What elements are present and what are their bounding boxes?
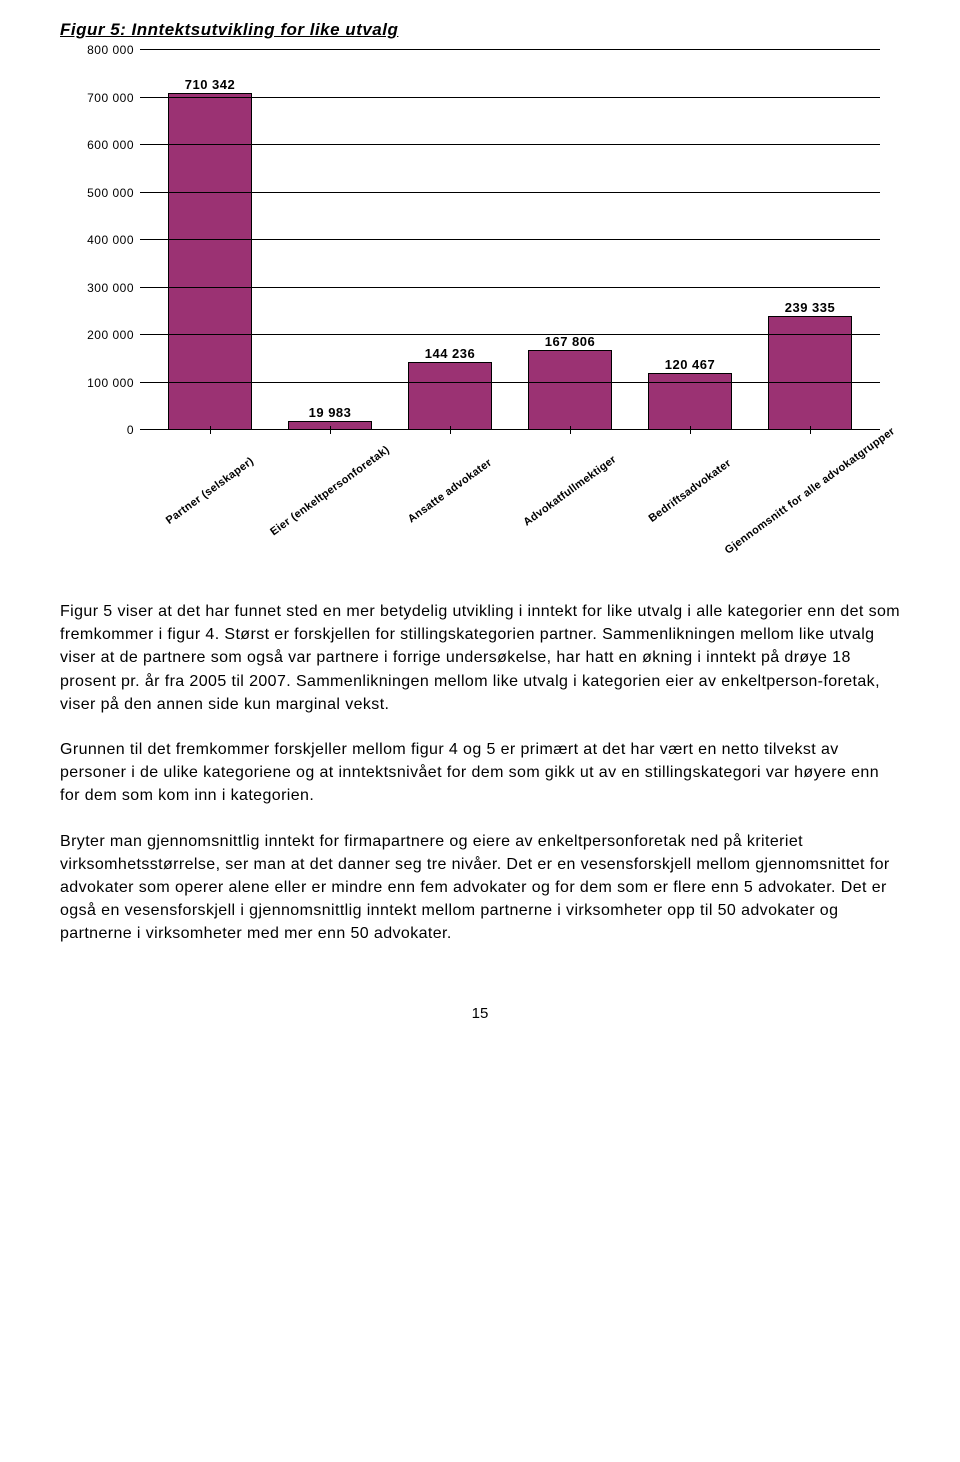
paragraph-1: Figur 5 viser at det har funnet sted en … [60,600,900,716]
bar-value-label: 19 983 [309,405,352,422]
x-axis-label: Advokatfullmektiger [521,453,618,528]
bar-slot: 19 983 [270,50,390,430]
gridline: 100 000 [140,382,880,383]
x-label-slot: Advokatfullmektiger [510,430,630,550]
paragraph-3: Bryter man gjennomsnittlig inntekt for f… [60,830,900,946]
plot-area: 710 342 19 983 144 236 167 806 120 467 239 33… [140,50,880,430]
chart-title: Figur 5: Inntektsutvikling for like utva… [60,20,900,40]
bar-value-label: 167 806 [545,334,596,351]
y-tick-label: 0 [127,423,140,437]
bars-container: 710 342 19 983 144 236 167 806 120 467 239 33… [140,50,880,430]
x-label-slot: Eier (enkeltpersonforetak) [270,430,390,550]
gridline: 500 000 [140,192,880,193]
y-tick-label: 100 000 [87,376,140,390]
x-tick [330,426,331,434]
bar-slot: 144 236 [390,50,510,430]
x-axis-labels: Partner (selskaper)Eier (enkeltpersonfor… [140,430,880,550]
bar: 167 806 [528,350,612,430]
gridline: 600 000 [140,144,880,145]
bar-slot: 710 342 [150,50,270,430]
x-axis-label: Partner (selskaper) [164,455,256,527]
bar-slot: 239 335 [750,50,870,430]
gridline: 700 000 [140,97,880,98]
x-tick [690,426,691,434]
y-tick-label: 300 000 [87,281,140,295]
bar-value-label: 120 467 [665,357,716,374]
bar: 144 236 [408,362,492,431]
bar-slot: 167 806 [510,50,630,430]
y-tick-label: 500 000 [87,186,140,200]
y-tick-label: 700 000 [87,91,140,105]
gridline: 800 000 [140,49,880,50]
bar-value-label: 239 335 [785,300,836,317]
page-number: 15 [60,1005,900,1022]
y-tick-label: 400 000 [87,233,140,247]
bar-value-label: 144 236 [425,346,476,363]
x-tick [810,426,811,434]
x-label-slot: Bedriftsadvokater [630,430,750,550]
gridline: 200 000 [140,334,880,335]
x-axis-label: Eier (enkeltpersonforetak) [268,444,392,538]
x-label-slot: Gjennomsnitt for alle advokatgrupper [750,430,870,550]
x-tick [450,426,451,434]
chart: 710 342 19 983 144 236 167 806 120 467 239 33… [60,50,880,550]
gridline: 400 000 [140,239,880,240]
x-tick [570,426,571,434]
bar-slot: 120 467 [630,50,750,430]
paragraph-2: Grunnen til det fremkommer forskjeller m… [60,738,900,808]
y-tick-label: 800 000 [87,43,140,57]
body-text: Figur 5 viser at det har funnet sted en … [60,600,900,945]
y-tick-label: 600 000 [87,138,140,152]
bar-value-label: 710 342 [185,77,236,94]
y-tick-label: 200 000 [87,328,140,342]
x-label-slot: Partner (selskaper) [150,430,270,550]
x-label-slot: Ansatte advokater [390,430,510,550]
x-tick [210,426,211,434]
x-axis-label: Ansatte advokater [406,457,494,526]
x-axis-label: Bedriftsadvokater [647,457,734,525]
gridline: 300 000 [140,287,880,288]
